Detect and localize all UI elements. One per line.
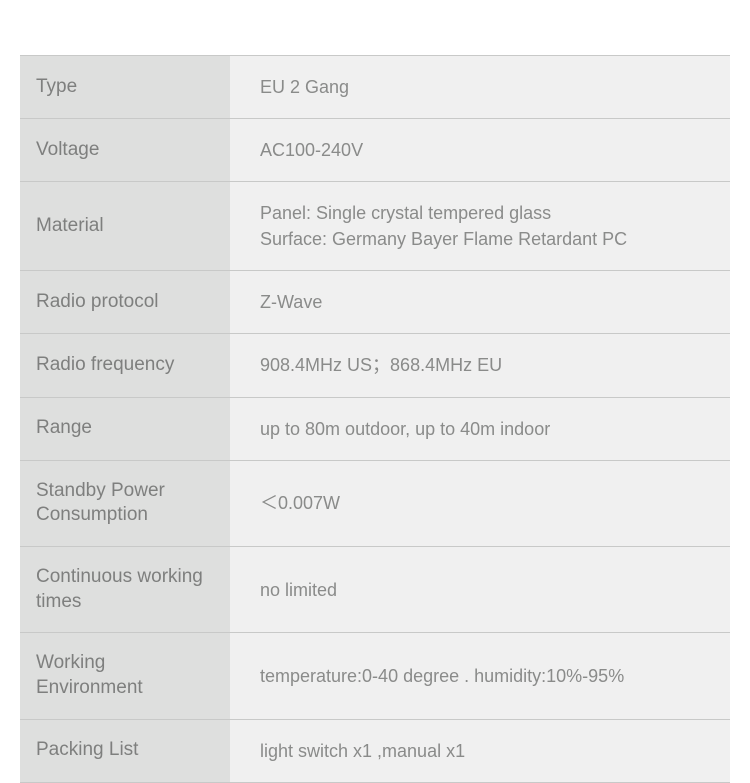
spec-value: up to 80m outdoor, up to 40m indoor bbox=[230, 397, 730, 460]
spec-value: EU 2 Gang bbox=[230, 56, 730, 119]
spec-label: Continuous working times bbox=[20, 547, 230, 633]
spec-value: Z-Wave bbox=[230, 271, 730, 334]
spec-table-body: Type EU 2 Gang Voltage AC100-240V Materi… bbox=[20, 56, 730, 783]
table-row: Continuous working times no limited bbox=[20, 547, 730, 633]
spec-label: Radio protocol bbox=[20, 271, 230, 334]
specification-table: Type EU 2 Gang Voltage AC100-240V Materi… bbox=[20, 55, 730, 783]
spec-label: Material bbox=[20, 182, 230, 271]
table-row: Voltage AC100-240V bbox=[20, 119, 730, 182]
spec-label: Standby Power Consumption bbox=[20, 460, 230, 546]
spec-value: AC100-240V bbox=[230, 119, 730, 182]
spec-value: temperature:0-40 degree . humidity:10%-9… bbox=[230, 633, 730, 719]
table-row: Standby Power Consumption ＜0.007W bbox=[20, 460, 730, 546]
table-row: Range up to 80m outdoor, up to 40m indoo… bbox=[20, 397, 730, 460]
table-row: Radio protocol Z-Wave bbox=[20, 271, 730, 334]
spec-label: Working Environment bbox=[20, 633, 230, 719]
table-row: Type EU 2 Gang bbox=[20, 56, 730, 119]
spec-value: ＜0.007W bbox=[230, 460, 730, 546]
spec-value: no limited bbox=[230, 547, 730, 633]
spec-value: Panel: Single crystal tempered glassSurf… bbox=[230, 182, 730, 271]
table-row: Working Environment temperature:0-40 deg… bbox=[20, 633, 730, 719]
spec-label: Type bbox=[20, 56, 230, 119]
spec-label: Radio frequency bbox=[20, 334, 230, 397]
table-row: Packing List light switch x1 ,manual x1 bbox=[20, 719, 730, 782]
spec-label: Voltage bbox=[20, 119, 230, 182]
table-row: Radio frequency 908.4MHz US；868.4MHz EU bbox=[20, 334, 730, 397]
spec-value: light switch x1 ,manual x1 bbox=[230, 719, 730, 782]
spec-label: Range bbox=[20, 397, 230, 460]
table-row: Material Panel: Single crystal tempered … bbox=[20, 182, 730, 271]
spec-value: 908.4MHz US；868.4MHz EU bbox=[230, 334, 730, 397]
spec-label: Packing List bbox=[20, 719, 230, 782]
